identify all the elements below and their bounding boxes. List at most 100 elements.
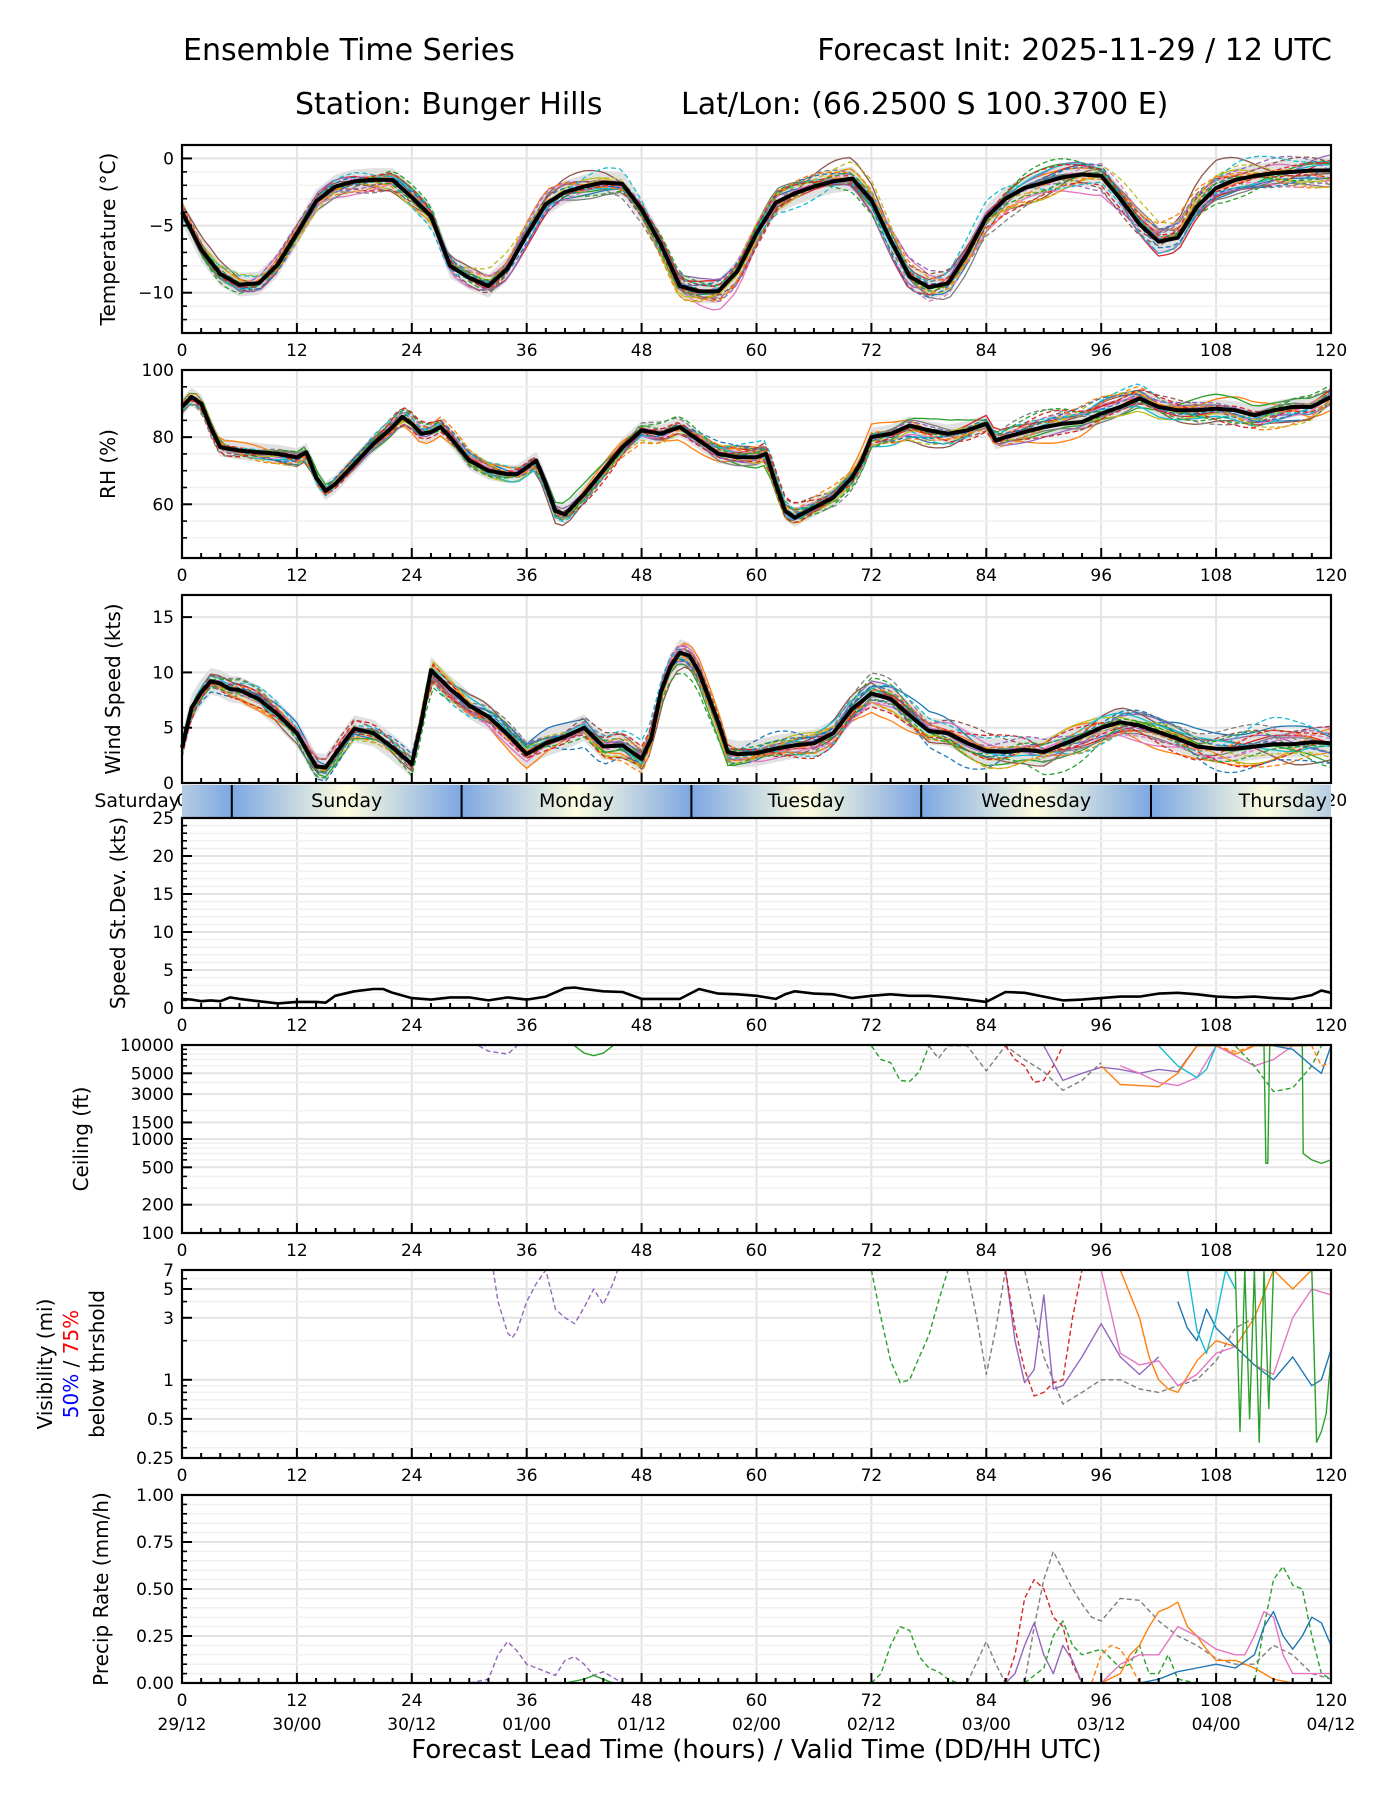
x-tick-label: 36 (516, 341, 538, 361)
x-tick-label: 48 (631, 1466, 653, 1486)
visibility-series (492, 1269, 1332, 1443)
x-tick-label: 36 (516, 1241, 538, 1261)
day-segment (691, 785, 922, 817)
x-tick-label: 72 (861, 1241, 883, 1261)
x-tick-label: 120 (1315, 1016, 1347, 1036)
y-tick-label: 500 (142, 1158, 174, 1178)
ensemble-member-line (181, 173, 1332, 300)
x-axis-label: Forecast Lead Time (hours) / Valid Time … (411, 1735, 1101, 1765)
temperature-y-axis-label: Temperature (°C) (96, 153, 120, 327)
ceiling-series-line (1043, 1045, 1198, 1082)
x-tick-label: 60 (746, 1466, 768, 1486)
y-tick-label: 1.00 (136, 1486, 174, 1506)
x-tick-label-valid-time: 30/12 (387, 1715, 436, 1735)
x-tick-label: 36 (516, 1466, 538, 1486)
x-tick-label-valid-time: 30/00 (272, 1715, 321, 1735)
y-tick-label: 25 (152, 809, 174, 829)
y-tick-label: 0.25 (136, 1627, 174, 1647)
speed_stdev-grid (181, 817, 1332, 1009)
precip_rate-series-line (1004, 1578, 1083, 1684)
x-tick-label: 120 (1315, 341, 1347, 361)
x-tick-label: 96 (1090, 566, 1112, 586)
ensemble-member-line (181, 393, 1332, 521)
temperature-panel: 0 12 24 36 48 60 72 84 96 108 120 0 −5 −10 Temperature… (96, 143, 1347, 361)
x-tick-label: 12 (286, 1466, 308, 1486)
precip_rate-series-line (870, 1625, 958, 1684)
x-tick-label-valid-time: 03/00 (962, 1715, 1011, 1735)
x-tick-label: 96 (1090, 341, 1112, 361)
x-tick-label: 48 (631, 566, 653, 586)
ensemble-member-line (181, 672, 1332, 779)
ensemble-member-line (181, 658, 1332, 774)
x-tick-label: 96 (1090, 1241, 1112, 1261)
y-tick-label: 0.75 (136, 1533, 174, 1553)
y-tick-label: 0.50 (136, 1580, 174, 1600)
precip_rate-series-line (1100, 1601, 1293, 1684)
x-tick-label: 12 (286, 341, 308, 361)
y-tick-label: 3 (163, 1309, 174, 1329)
visibility-series-line (966, 1269, 1255, 1405)
x-tick-label: 24 (401, 341, 423, 361)
x-tick-label: 24 (401, 566, 423, 586)
x-tick-label: 120 (1315, 1241, 1347, 1261)
visibility-series-line (1177, 1301, 1332, 1387)
visibility-series-line (1100, 1269, 1332, 1387)
ensemble-member-line (181, 653, 1332, 773)
y-tick-label: 5 (163, 719, 174, 739)
y-tick-label: 5000 (131, 1064, 174, 1084)
visibility-series-line (1186, 1269, 1236, 1354)
x-tick-label: 72 (861, 1691, 883, 1711)
day-band: Saturday Sunday Monday Tuesday Wednesday Thur… (94, 785, 1331, 817)
ensemble-member-line (181, 389, 1332, 522)
y-tick-label: 0.00 (136, 1674, 174, 1694)
x-tick-label: 84 (975, 1466, 997, 1486)
y-tick-label: 0.25 (136, 1449, 174, 1469)
x-tick-label: 84 (975, 1241, 997, 1261)
visibility-y-axis-label: Visibility (mi) 50% / 75% below thrshold (33, 1290, 109, 1438)
x-tick-label: 120 (1315, 1691, 1347, 1711)
x-tick-label: 24 (401, 1691, 423, 1711)
x-tick-label-valid-time: 01/00 (502, 1715, 551, 1735)
x-tick-label: 96 (1090, 1466, 1112, 1486)
visibility-ylabel-line2: 50% / 75% (59, 1310, 83, 1418)
x-tick-label: 36 (516, 566, 538, 586)
x-tick-label: 108 (1200, 1016, 1232, 1036)
y-tick-label: 10 (152, 663, 174, 683)
precip_rate-series-line (1090, 1644, 1141, 1684)
ensemble-member-line (181, 156, 1332, 296)
precip_rate-series-line (564, 1674, 614, 1684)
speed_stdev-series (181, 986, 1332, 1005)
visibility-ylabel-line3: below thrshold (85, 1290, 109, 1438)
precip_rate-series-line (1139, 1610, 1332, 1684)
day-label: Sunday (311, 790, 382, 812)
rh-y-axis-label: RH (%) (96, 429, 120, 499)
day-label: Monday (539, 790, 614, 812)
x-tick-label-valid-time: 29/12 (158, 1715, 207, 1735)
x-tick-label-valid-time: 04/12 (1307, 1715, 1356, 1735)
x-tick-label: 108 (1200, 1466, 1232, 1486)
x-tick-label-valid-time: 04/00 (1192, 1715, 1241, 1735)
y-tick-label: 20 (152, 847, 174, 867)
x-tick-label: 108 (1200, 1691, 1232, 1711)
speed_stdev-y-axis-label: Speed St.Dev. (kts) (106, 817, 130, 1009)
day-label: Wednesday (981, 790, 1091, 812)
x-tick-label: 0 (177, 1466, 188, 1486)
y-tick-label: 0 (163, 774, 174, 794)
day-segment (231, 785, 462, 817)
forecast-init-title: Forecast Init: 2025-11-29 / 12 UTC (817, 33, 1332, 68)
ceiling-series-line (928, 1045, 1102, 1091)
x-tick-label: 60 (746, 341, 768, 361)
x-tick-label: 0 (177, 1691, 188, 1711)
y-tick-label: 10 (152, 923, 174, 943)
ceiling-y-axis-label: Ceiling (ft) (69, 1087, 93, 1192)
x-tick-label: 12 (286, 1691, 308, 1711)
x-tick-label: 24 (401, 1016, 423, 1036)
x-tick-label-valid-time: 01/12 (617, 1715, 666, 1735)
day-label: Thursday (1238, 790, 1327, 812)
day-label: Tuesday (767, 790, 845, 812)
x-tick-label: 84 (975, 341, 997, 361)
chart-title-left: Ensemble Time Series (183, 33, 515, 68)
x-tick-label: 48 (631, 341, 653, 361)
y-tick-label: 10000 (120, 1036, 174, 1056)
